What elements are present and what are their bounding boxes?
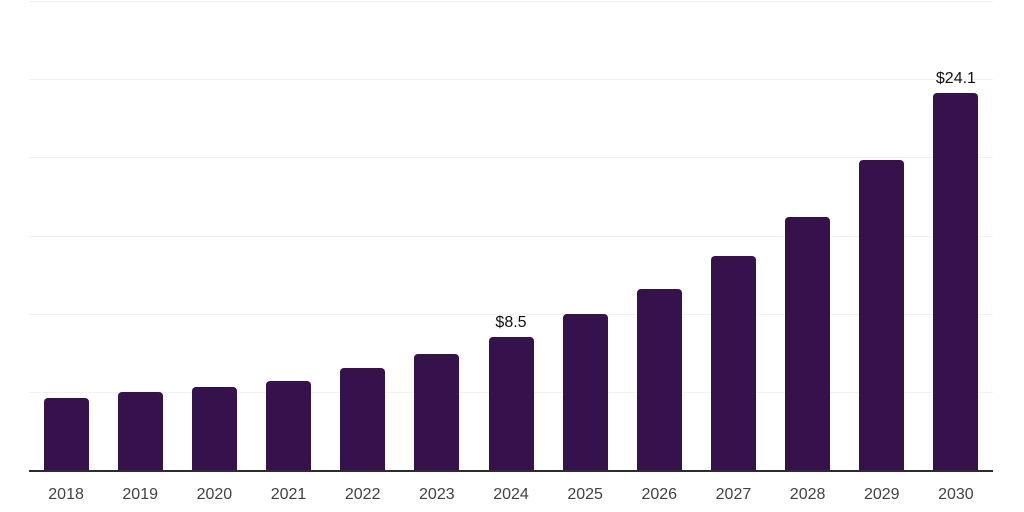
x-tick-label-2020: 2020 (196, 486, 233, 503)
x-tick-label-2024: 2024 (493, 486, 529, 503)
x-tick-label-2026: 2026 (641, 486, 678, 503)
bar-2019[interactable] (117, 391, 163, 470)
data-label-2024: $8.5 (495, 314, 527, 332)
x-tick-label-2025: 2025 (567, 486, 603, 503)
gridline (29, 1, 993, 2)
plot-area: 2018 2019 2020 2021 2022 2023 2024 $8.5 2025 2026… (29, 0, 993, 512)
x-tick-label-2030: 2030 (938, 486, 974, 503)
gridline (29, 157, 993, 159)
bar-2020[interactable] (191, 387, 237, 470)
bar-2018[interactable] (43, 398, 89, 470)
x-tick-label-2022: 2022 (344, 486, 381, 503)
x-tick-label-2019: 2019 (122, 486, 158, 503)
bar-2029[interactable] (859, 160, 905, 470)
bar-2024[interactable] (488, 337, 534, 470)
gridline (29, 79, 993, 81)
x-tick-label-2028: 2028 (789, 486, 826, 503)
x-tick-label-2023: 2023 (419, 486, 455, 503)
bar-2027[interactable] (710, 255, 756, 470)
data-label-2030: $24.1 (935, 70, 976, 88)
gridline (29, 313, 993, 315)
bar-2028[interactable] (785, 216, 831, 470)
x-tick-label-2021: 2021 (270, 486, 307, 503)
bar-2030[interactable] (933, 93, 979, 470)
x-tick-label-2027: 2027 (715, 486, 752, 503)
bar-2021[interactable] (266, 380, 312, 470)
x-axis-line (29, 470, 993, 472)
gridline (29, 235, 993, 237)
x-tick-label-2018: 2018 (48, 486, 84, 503)
bar-2025[interactable] (562, 313, 608, 470)
bar-2023[interactable] (414, 354, 460, 470)
bar-2022[interactable] (340, 368, 386, 470)
x-tick-label-2029: 2029 (863, 486, 900, 503)
bar-2026[interactable] (636, 288, 682, 470)
